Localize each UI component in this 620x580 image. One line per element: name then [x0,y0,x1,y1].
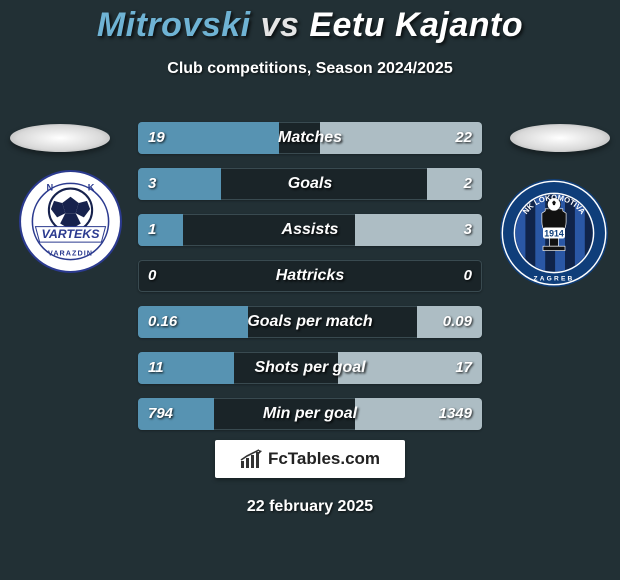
stat-row: 0 0Hattricks [138,260,482,292]
value-right: 3 [464,214,472,246]
chart-up-icon [240,449,262,469]
title: Mitrovski vs Eetu Kajanto [0,6,620,45]
datestamp: 22 february 2025 [0,498,620,516]
vs-label: vs [261,6,300,44]
stat-row: 1922Matches [138,122,482,154]
value-left: 19 [148,122,165,154]
value-right: 2 [464,168,472,200]
pedestal-right [510,124,610,152]
svg-text:K: K [88,183,95,193]
pedestal-left [10,124,110,152]
club-crest-right: 1914 NK LOKOMOTIVA ZAGREB [499,178,609,288]
value-left: 11 [148,352,164,384]
bar-left [138,214,183,246]
value-right: 0.09 [443,306,472,338]
stat-row: 32Goals [138,168,482,200]
varteks-crest-icon: VARTEKS N K VARAZDIN [19,170,122,273]
row-label: Hattricks [138,260,482,292]
brand-text: FcTables.com [268,449,380,469]
stat-row: 0.160.09Goals per match [138,306,482,338]
value-right: 17 [455,352,472,384]
club-crest-left: VARTEKS N K VARAZDIN [19,170,122,273]
player1-name: Mitrovski [97,6,251,44]
value-left: 1 [148,214,156,246]
stat-row: 7941349Min per goal [138,398,482,430]
lokomotiva-crest-icon: 1914 NK LOKOMOTIVA ZAGREB [499,178,609,288]
value-right: 22 [455,122,472,154]
subtitle: Club competitions, Season 2024/2025 [0,60,620,78]
comparison-infographic: Mitrovski vs Eetu Kajanto Club competiti… [0,0,620,580]
stat-row: 13Assists [138,214,482,246]
value-right: 0 [464,260,472,292]
player2-name: Eetu Kajanto [309,6,523,44]
stats-bars: 1922Matches32Goals13Assists00Hattricks0.… [138,122,482,444]
value-right: 1349 [439,398,472,430]
svg-text:ZAGREB: ZAGREB [533,275,574,282]
stat-row: 1117Shots per goal [138,352,482,384]
value-left: 3 [148,168,156,200]
bar-right [427,168,482,200]
value-left: 0 [148,260,156,292]
brand-pill: FcTables.com [215,440,405,478]
svg-text:N: N [47,183,54,193]
svg-text:VARAZDIN: VARAZDIN [48,248,93,257]
value-left: 794 [148,398,173,430]
svg-text:VARTEKS: VARTEKS [42,227,101,241]
value-left: 0.16 [148,306,177,338]
svg-text:1914: 1914 [544,228,564,238]
